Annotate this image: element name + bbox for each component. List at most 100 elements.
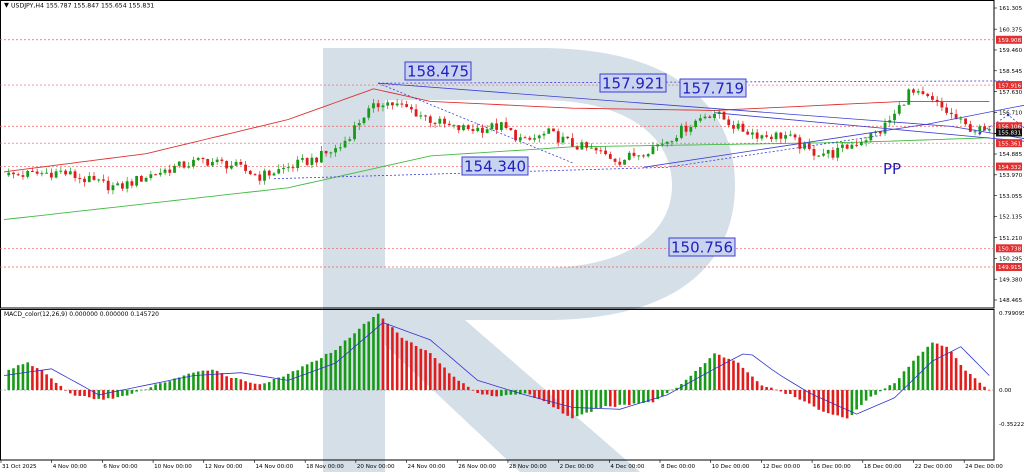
- macd-bar: [239, 379, 243, 391]
- candle-body: [16, 174, 20, 176]
- macd-bar: [931, 342, 934, 391]
- candle-body: [732, 125, 735, 129]
- candle-body: [481, 127, 484, 133]
- macd-bar: [831, 390, 835, 415]
- macd-bar: [50, 378, 53, 391]
- trend-line-4: [378, 80, 1009, 84]
- candle-body: [372, 103, 375, 109]
- macd-bar: [864, 390, 868, 401]
- candle-body: [201, 157, 205, 160]
- macd-bar: [267, 382, 271, 391]
- macd-bar: [533, 390, 536, 398]
- dropdown-arrow-icon[interactable]: ▼: [4, 1, 9, 9]
- macd-bar: [367, 321, 371, 391]
- candle-body: [864, 140, 868, 143]
- price-label-text: 155.361: [998, 141, 1022, 147]
- candle-body: [518, 137, 522, 141]
- macd-bar: [40, 370, 44, 391]
- forecast-node-0: [978, 131, 982, 135]
- macd-bar: [594, 390, 598, 409]
- x-tick-label: 12 Dec 00:00: [762, 464, 800, 470]
- candle-body: [391, 102, 394, 106]
- candle-body: [225, 161, 229, 169]
- macd-bar: [879, 390, 882, 392]
- candle-body: [940, 102, 944, 108]
- macd-bar: [372, 316, 375, 391]
- candle-body: [428, 116, 432, 123]
- macd-bar: [410, 342, 413, 391]
- y-tick-label: 156.710: [999, 111, 1023, 117]
- candle-body: [552, 128, 555, 132]
- candle-body: [12, 172, 15, 175]
- price-label-box: [996, 139, 1022, 148]
- candle-body: [845, 144, 849, 149]
- macd-bar: [282, 376, 285, 391]
- macd-bar: [637, 390, 641, 404]
- candle-body: [485, 129, 489, 133]
- candle-body: [968, 124, 972, 132]
- macd-bar: [149, 387, 153, 391]
- candle-body: [921, 91, 925, 94]
- macd-bar: [959, 365, 963, 391]
- annotation-150756: 150.756: [668, 237, 736, 257]
- forecast-node-1: [1006, 113, 1010, 117]
- candle-body: [310, 157, 314, 165]
- macd-y-tick-label: 0.00: [999, 388, 1012, 394]
- candle-body: [708, 116, 712, 118]
- candle-body: [722, 111, 726, 120]
- candle-body: [144, 177, 148, 182]
- macd-bar: [528, 390, 532, 395]
- candle-body: [253, 174, 257, 176]
- x-tick-label: 4 Dec 00:00: [610, 464, 645, 470]
- macd-bar: [121, 390, 124, 396]
- candle-body: [684, 125, 688, 132]
- candle-body: [514, 130, 517, 141]
- macd-bar: [969, 373, 972, 391]
- y-tick-label: 161.305: [999, 6, 1023, 12]
- macd-bar: [519, 390, 522, 395]
- macd-bar: [343, 340, 347, 391]
- macd-bar: [362, 323, 366, 391]
- macd-bar: [822, 390, 825, 412]
- candle-body: [381, 105, 385, 108]
- candle-body: [452, 125, 456, 127]
- x-tick-label: 26 Nov 00:00: [458, 464, 496, 470]
- macd-bar: [722, 357, 726, 391]
- candle-body: [859, 142, 863, 146]
- pp-label: PP: [883, 160, 901, 178]
- candle-body: [54, 171, 58, 178]
- candle-body: [419, 115, 423, 117]
- x-tick-label: 10 Dec 00:00: [712, 464, 750, 470]
- macd-bar: [869, 390, 873, 397]
- candle-body: [831, 150, 835, 158]
- candle-body: [694, 120, 697, 128]
- macd-bar: [301, 366, 304, 391]
- candle-body: [305, 158, 309, 165]
- macd-bar: [665, 390, 669, 394]
- candle-body: [556, 131, 560, 143]
- macd-bar: [424, 350, 427, 391]
- macd-bar: [632, 390, 636, 404]
- macd-bar: [182, 375, 186, 391]
- candle-body: [987, 128, 991, 131]
- candle-body: [959, 118, 963, 120]
- macd-bar: [16, 365, 20, 391]
- macd-bar: [504, 390, 508, 396]
- candle-body: [713, 113, 716, 118]
- macd-bar: [357, 328, 361, 391]
- macd-bar: [727, 358, 731, 391]
- macd-bar: [983, 386, 986, 391]
- candle-body: [679, 125, 683, 138]
- x-tick-label: 16 Dec 00:00: [813, 464, 851, 470]
- candle-body: [187, 166, 191, 168]
- svg-text:154.340: 154.340: [464, 158, 526, 176]
- annotation-157921: 157.921: [599, 73, 667, 93]
- macd-bar: [140, 389, 143, 391]
- x-tick-label: 24 Dec 00:00: [965, 464, 1003, 470]
- macd-bar: [187, 373, 191, 391]
- macd-bar: [31, 366, 34, 391]
- macd-bar: [471, 390, 475, 391]
- candle-body: [64, 170, 67, 175]
- macd-bar: [765, 387, 768, 391]
